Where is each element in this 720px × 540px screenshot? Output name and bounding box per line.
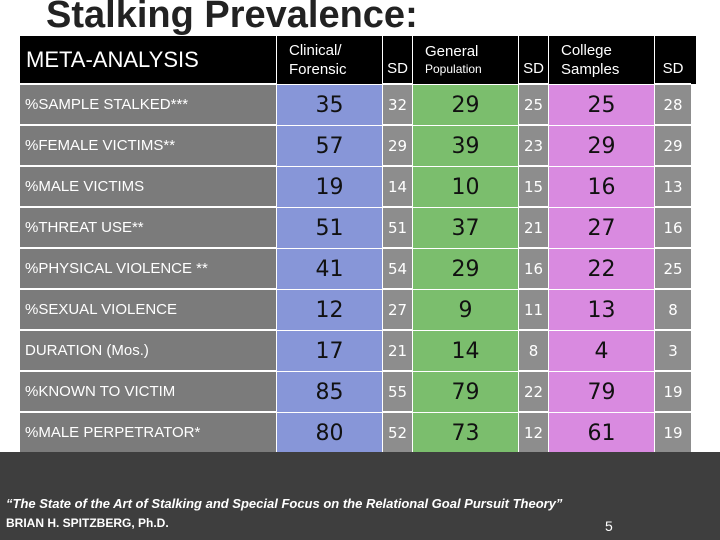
row-label: %MALE PERPETRATOR*	[20, 413, 277, 453]
general-value: 9	[413, 290, 519, 330]
college-value: 27	[549, 208, 655, 248]
clinical-sd-value: 51	[383, 208, 413, 248]
clinical-sd-value: 21	[383, 331, 413, 371]
row-label: %MALE VICTIMS	[20, 167, 277, 207]
clinical-sd-value: 55	[383, 372, 413, 412]
row-label: %KNOWN TO VICTIM	[20, 372, 277, 412]
table-body: %SAMPLE STALKED*** 35 32 29 25 25 28 %FEMALE VI…	[20, 85, 696, 454]
clinical-sd-value: 32	[383, 85, 413, 125]
table-row: %FEMALE VICTIMS** 57 29 39 23 29 29	[20, 126, 696, 167]
general-value: 14	[413, 331, 519, 371]
row-label: DURATION (Mos.)	[20, 331, 277, 371]
college-sd-value: 25	[655, 249, 691, 289]
header-sd-general: SD	[519, 36, 549, 84]
college-value: 79	[549, 372, 655, 412]
header-sd-college: SD	[655, 36, 691, 84]
footer-bar	[0, 452, 720, 540]
header-college-line1: College	[561, 41, 612, 59]
header-general: General Population	[413, 36, 519, 84]
general-value: 39	[413, 126, 519, 166]
header-general-line2: Population	[425, 61, 482, 76]
header-clinical: Clinical/ Forensic	[277, 36, 383, 84]
header-clinical-line1: Clinical/	[289, 41, 342, 59]
college-sd-value: 16	[655, 208, 691, 248]
general-value: 29	[413, 85, 519, 125]
clinical-sd-value: 52	[383, 413, 413, 453]
header-college: College Samples	[549, 36, 655, 84]
general-sd-value: 12	[519, 413, 549, 453]
meta-analysis-table: META-ANALYSIS Clinical/ Forensic SD Gene…	[20, 36, 696, 454]
general-sd-value: 21	[519, 208, 549, 248]
clinical-value: 51	[277, 208, 383, 248]
college-value: 16	[549, 167, 655, 207]
general-value: 79	[413, 372, 519, 412]
college-value: 22	[549, 249, 655, 289]
college-sd-value: 19	[655, 372, 691, 412]
college-value: 29	[549, 126, 655, 166]
general-sd-value: 8	[519, 331, 549, 371]
clinical-value: 19	[277, 167, 383, 207]
header-college-line2: Samples	[561, 61, 620, 78]
general-sd-value: 15	[519, 167, 549, 207]
table-row: %PHYSICAL VIOLENCE ** 41 54 29 16 22 25	[20, 249, 696, 290]
header-meta-analysis: META-ANALYSIS	[20, 36, 277, 84]
table-row: %SAMPLE STALKED*** 35 32 29 25 25 28	[20, 85, 696, 126]
college-value: 4	[549, 331, 655, 371]
clinical-value: 57	[277, 126, 383, 166]
table-row: %KNOWN TO VICTIM 85 55 79 22 79 19	[20, 372, 696, 413]
general-sd-value: 23	[519, 126, 549, 166]
clinical-value: 35	[277, 85, 383, 125]
header-general-line1: General	[425, 43, 479, 61]
table-row: %SEXUAL VIOLENCE 12 27 9 11 13 8	[20, 290, 696, 331]
college-value: 25	[549, 85, 655, 125]
table-row: %MALE VICTIMS 19 14 10 15 16 13	[20, 167, 696, 208]
row-label: %THREAT USE**	[20, 208, 277, 248]
general-value: 29	[413, 249, 519, 289]
general-value: 37	[413, 208, 519, 248]
college-sd-value: 13	[655, 167, 691, 207]
general-sd-value: 25	[519, 85, 549, 125]
college-sd-value: 3	[655, 331, 691, 371]
slide-title: Stalking Prevalence:	[46, 0, 418, 36]
page-number: 5	[605, 518, 613, 534]
citation-text: “The State of the Art of Stalking and Sp…	[6, 496, 563, 511]
row-label: %PHYSICAL VIOLENCE **	[20, 249, 277, 289]
row-label: %SEXUAL VIOLENCE	[20, 290, 277, 330]
college-value: 13	[549, 290, 655, 330]
clinical-value: 80	[277, 413, 383, 453]
clinical-sd-value: 27	[383, 290, 413, 330]
clinical-value: 41	[277, 249, 383, 289]
table-row: %MALE PERPETRATOR* 80 52 73 12 61 19	[20, 413, 696, 454]
college-sd-value: 29	[655, 126, 691, 166]
general-sd-value: 16	[519, 249, 549, 289]
row-label: %FEMALE VICTIMS**	[20, 126, 277, 166]
college-sd-value: 19	[655, 413, 691, 453]
college-value: 61	[549, 413, 655, 453]
general-sd-value: 22	[519, 372, 549, 412]
table-header-row: META-ANALYSIS Clinical/ Forensic SD Gene…	[20, 36, 696, 85]
clinical-value: 12	[277, 290, 383, 330]
clinical-sd-value: 54	[383, 249, 413, 289]
table-row: %THREAT USE** 51 51 37 21 27 16	[20, 208, 696, 249]
header-clinical-line2: Forensic	[289, 61, 347, 78]
clinical-sd-value: 14	[383, 167, 413, 207]
table-row: DURATION (Mos.) 17 21 14 8 4 3	[20, 331, 696, 372]
general-sd-value: 11	[519, 290, 549, 330]
general-value: 10	[413, 167, 519, 207]
college-sd-value: 8	[655, 290, 691, 330]
clinical-sd-value: 29	[383, 126, 413, 166]
author-name: BRIAN H. SPITZBERG, Ph.D.	[6, 516, 169, 530]
general-value: 73	[413, 413, 519, 453]
college-sd-value: 28	[655, 85, 691, 125]
header-sd-clinical: SD	[383, 36, 413, 84]
clinical-value: 85	[277, 372, 383, 412]
row-label: %SAMPLE STALKED***	[20, 85, 277, 125]
clinical-value: 17	[277, 331, 383, 371]
